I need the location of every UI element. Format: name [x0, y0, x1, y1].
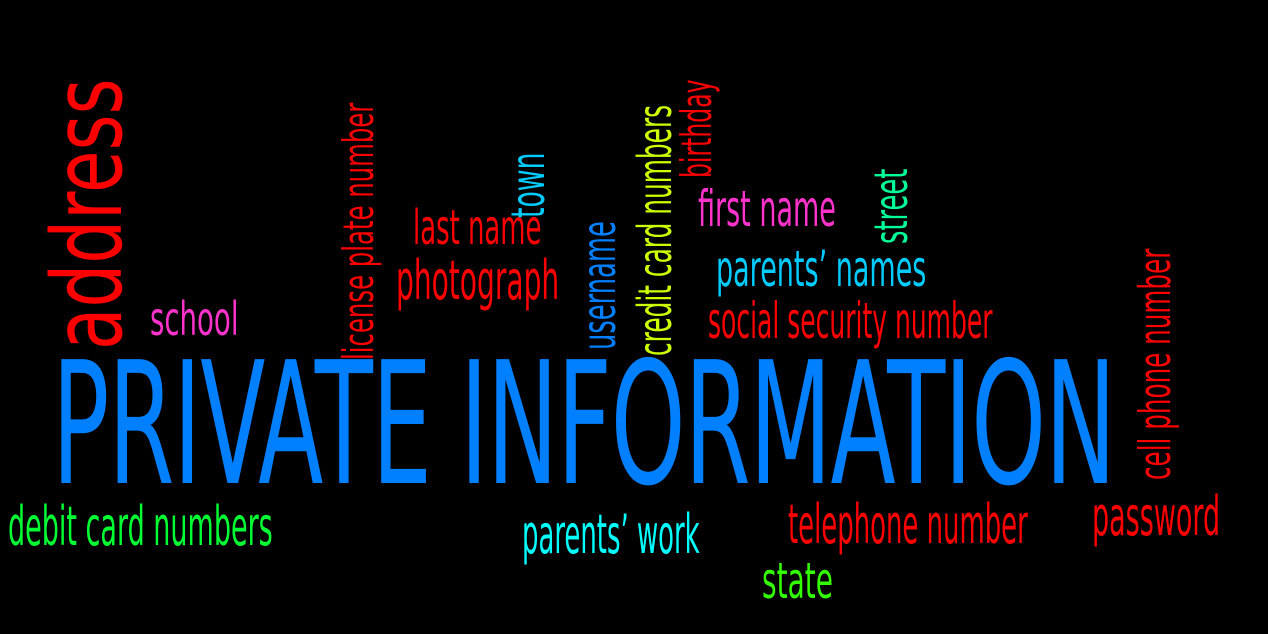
word-username: username [572, 120, 626, 350]
word-parents-names-text: parents’ names [716, 240, 927, 298]
word-license-plate-number-text: license plate number [334, 102, 383, 360]
word-street-text: street [864, 168, 918, 244]
word-town: town [501, 105, 555, 218]
word-birthday-text: birthday [672, 79, 721, 178]
word-address-text: address [32, 78, 144, 350]
word-first-name: first name [698, 184, 953, 234]
word-last-name-text: last name [413, 200, 542, 256]
word-social-security-number-text: social security number [708, 292, 993, 350]
word-debit-card-numbers: debit card numbers [8, 500, 537, 554]
word-telephone-number-text: telephone number [788, 493, 1028, 556]
word-street: street [864, 109, 918, 244]
word-state: state [762, 556, 889, 606]
word-school: school [150, 296, 297, 342]
word-credit-card-numbers: credit card numbers [628, 0, 682, 356]
word-school-text: school [150, 292, 239, 346]
word-social-security-number: social security number [708, 296, 1268, 346]
word-photograph: photograph [396, 254, 710, 308]
word-photograph-text: photograph [396, 249, 560, 312]
word-town-text: town [501, 152, 555, 218]
word-password-text: password [1092, 485, 1221, 548]
word-birthday: birthday [672, 2, 721, 178]
title-text: PRIVATE INFORMATION [52, 326, 1116, 524]
title-private-information: PRIVATE INFORMATION [52, 340, 1268, 510]
word-password: password [1092, 490, 1268, 544]
word-license-plate-number: license plate number [334, 0, 383, 360]
word-parents-names: parents’ names [716, 244, 1106, 294]
word-state-text: state [762, 552, 833, 610]
word-debit-card-numbers-text: debit card numbers [8, 495, 273, 558]
word-parents-work-text: parents’ work [522, 503, 700, 566]
word-parents-work: parents’ work [522, 508, 892, 562]
word-address: address [32, 0, 144, 350]
word-telephone-number: telephone number [788, 498, 1268, 552]
word-last-name: last name [413, 204, 651, 252]
word-first-name-text: first name [698, 180, 836, 238]
